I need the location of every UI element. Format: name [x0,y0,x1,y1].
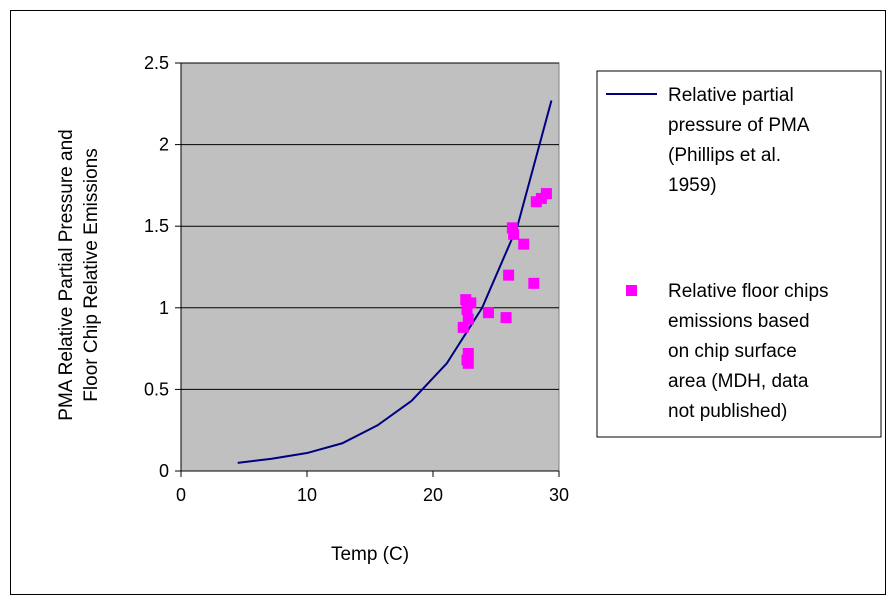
scatter-point-8 [482,307,494,319]
x-tick-label-1: 10 [297,485,317,505]
series-line-0 [237,100,553,464]
legend-entry-scatter: Relative floor chips emissions based on ch… [668,281,829,422]
y-tick-label-1: 0.5 [144,379,169,399]
scatter-point-2 [461,303,473,315]
scatter-point-0 [457,321,469,333]
legend-line-text-3: 1959) [668,175,717,196]
y-tick-label-3: 1.5 [144,216,169,236]
scatter-point-5 [462,347,474,359]
scatter-point-7 [462,357,474,369]
legend-marker-swatch [626,285,637,296]
scatter-point-9 [500,312,512,324]
x-tick-label-3: 30 [549,485,569,505]
legend-scatter-text-0: Relative floor chips [668,281,829,302]
legend-scatter-text-3: area (MDH, data [668,371,809,392]
scatter-point-14 [528,277,540,289]
y-tick-label-4: 2 [159,135,169,155]
y-axis-title-line-1: Floor Chip Relative Emissions [81,148,102,401]
legend-entry-line: Relative partial pressure of PMA (Phillips… [668,85,810,196]
plot-area [180,62,560,472]
scatter-point-12 [508,228,520,240]
scatter-point-17 [540,188,552,200]
scatter-point-10 [503,269,515,281]
scatter-point-11 [506,222,518,234]
legend-line-text-0: Relative partial [668,85,794,106]
x-tick-label-0: 0 [176,485,186,505]
y-tick-label-2: 1 [159,298,169,318]
legend-line-text-1: pressure of PMA [668,115,810,136]
scatter-point-13 [518,238,530,250]
y-tick-label-5: 2.5 [144,53,169,73]
x-tick-label-2: 20 [423,485,443,505]
legend [596,70,882,438]
scatter-point-3 [462,313,474,325]
legend-scatter-text-4: not published) [668,401,787,422]
legend-scatter-text-1: emissions based [668,311,810,332]
legend-line-text-2: (Phillips et al. [668,145,781,166]
x-axis-title: Temp (C) [331,544,409,565]
y-axis-title: PMA Relative Partial Pressure and Floor C… [56,129,102,420]
y-axis-title-line-0: PMA Relative Partial Pressure and [56,129,77,420]
scatter-point-4 [465,297,477,309]
legend-scatter-text-2: on chip surface [668,341,797,362]
y-tick-label-0: 0 [159,461,169,481]
